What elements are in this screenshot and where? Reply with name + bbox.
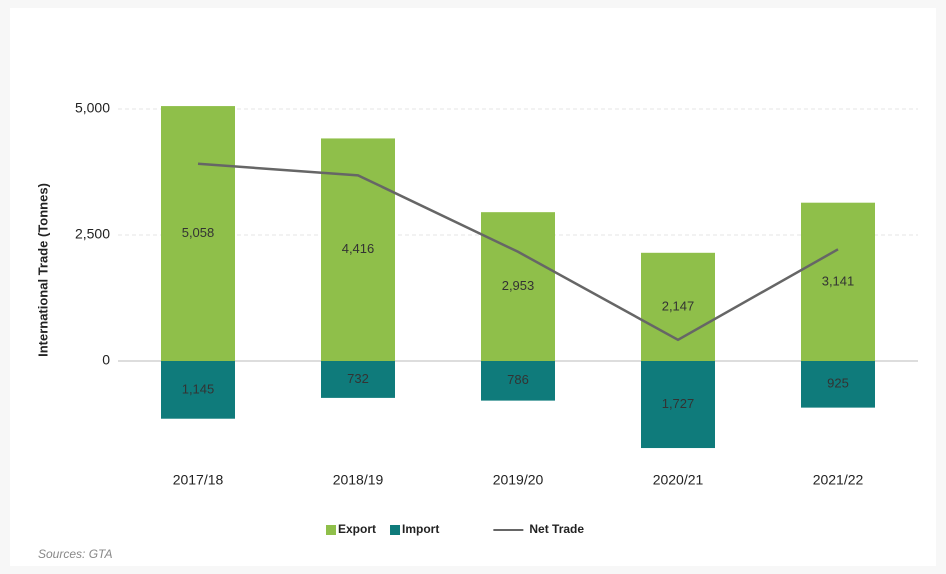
value-label: 925 [827,376,849,391]
x-tick-label: 2021/22 [813,472,864,488]
value-label: 3,141 [822,273,855,288]
legend-swatch [326,525,336,535]
value-label: 2,147 [662,298,695,313]
bar [801,361,875,408]
value-label: 5,058 [182,225,215,240]
bar [161,361,235,419]
x-tick-label: 2018/19 [333,472,384,488]
panel [10,8,936,566]
legend-label: Export [338,522,376,536]
legend-label: Import [402,522,439,536]
y-axis-label: International Trade (Tonnes) [35,183,50,357]
value-label: 1,727 [662,396,695,411]
legend-swatch [390,525,401,535]
y-tick-label: 2,500 [75,226,110,242]
line [197,162,839,342]
value-label: 2,953 [502,278,535,293]
bar [481,361,555,401]
bar [321,361,395,398]
value-label: 1,145 [182,381,215,396]
y-tick-label: 0 [102,352,110,368]
x-tick-label: 2020/21 [653,472,704,488]
bar [801,202,875,361]
legend-label: Net Trade [529,522,584,536]
x-tick-label: 2017/18 [173,472,224,488]
bar [481,212,555,361]
source: Sources: GTA [38,547,112,561]
x-tick-label: 2019/20 [493,472,544,488]
y-tick-label: 5,000 [75,100,110,116]
bar [641,252,715,361]
value-label: 786 [507,372,529,387]
value-label: 4,416 [342,241,375,256]
value-label: 732 [347,371,369,386]
bar [641,361,715,449]
bar [161,106,235,361]
